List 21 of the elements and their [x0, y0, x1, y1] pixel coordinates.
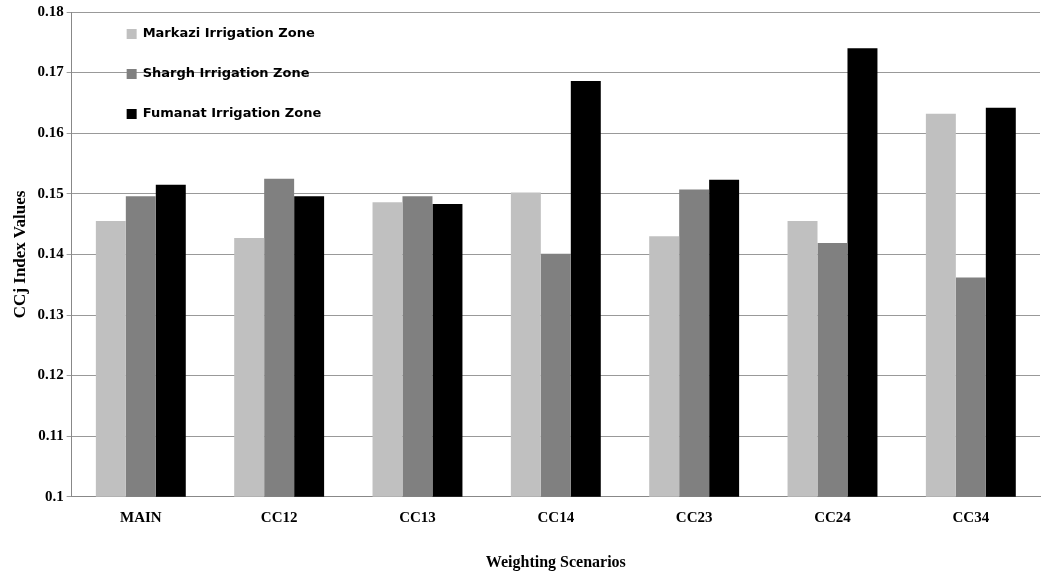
y-tick-label: 0.16	[37, 124, 65, 141]
legend-label: Fumanat Irrigation Zone	[142, 105, 322, 121]
legend-label: Markazi Irrigation Zone	[142, 25, 315, 41]
x-tick-label: CC24	[814, 508, 852, 525]
x-tick-label: CC12	[260, 508, 298, 525]
legend-label: Shargh Irrigation Zone	[142, 65, 310, 81]
y-tick-label: 0.17	[37, 63, 65, 80]
y-tick-label: 0.18	[37, 2, 64, 19]
x-tick-label: CC34	[952, 508, 990, 525]
x-tick-label: CC13	[399, 508, 436, 525]
x-tick-label: CC23	[675, 508, 713, 525]
y-tick-label: 0.1	[44, 487, 64, 504]
y-axis-title: CCj Index Values	[9, 190, 29, 319]
y-tick-label: 0.11	[38, 427, 64, 444]
y-tick-label: 0.13	[37, 305, 64, 322]
y-tick-label: 0.15	[37, 184, 64, 201]
x-axis-title: Weighting Scenarios	[485, 552, 626, 571]
x-tick-label: CC14	[537, 508, 575, 525]
y-tick-label: 0.12	[37, 366, 64, 383]
y-tick-label: 0.14	[37, 245, 65, 262]
x-tick-label: MAIN	[119, 508, 162, 525]
